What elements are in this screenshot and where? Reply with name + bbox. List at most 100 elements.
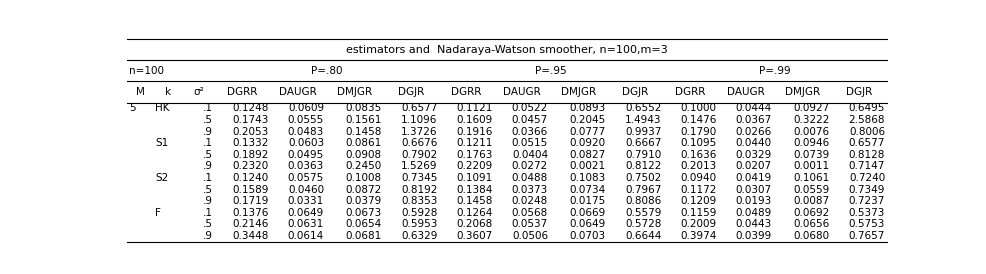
Text: .9: .9 — [202, 127, 212, 136]
Text: 5: 5 — [129, 103, 136, 113]
Text: 0.6577: 0.6577 — [848, 138, 884, 148]
Text: 0.6667: 0.6667 — [624, 138, 661, 148]
Text: 0.1376: 0.1376 — [232, 208, 268, 218]
Text: 0.7349: 0.7349 — [848, 184, 884, 195]
Text: 0.9937: 0.9937 — [624, 127, 661, 136]
Text: 0.8192: 0.8192 — [400, 184, 437, 195]
Text: 0.1763: 0.1763 — [456, 150, 492, 160]
Text: 0.1091: 0.1091 — [456, 173, 492, 183]
Text: 0.6644: 0.6644 — [624, 231, 661, 241]
Text: 0.1172: 0.1172 — [679, 184, 716, 195]
Text: 0.3607: 0.3607 — [456, 231, 492, 241]
Text: 0.0175: 0.0175 — [569, 196, 605, 206]
Text: 0.0946: 0.0946 — [793, 138, 829, 148]
Text: 0.0489: 0.0489 — [735, 208, 771, 218]
Text: 0.0649: 0.0649 — [288, 208, 323, 218]
Text: DGJR: DGJR — [621, 87, 648, 97]
Text: 0.1476: 0.1476 — [679, 115, 716, 125]
Text: 0.0893: 0.0893 — [569, 103, 605, 113]
Text: 0.1159: 0.1159 — [679, 208, 716, 218]
Text: 0.0021: 0.0021 — [569, 161, 605, 171]
Text: 1.3726: 1.3726 — [400, 127, 437, 136]
Text: 0.0692: 0.0692 — [793, 208, 829, 218]
Text: 0.0329: 0.0329 — [735, 150, 771, 160]
Text: 0.0399: 0.0399 — [735, 231, 771, 241]
Text: 0.0457: 0.0457 — [512, 115, 547, 125]
Text: 0.0777: 0.0777 — [569, 127, 605, 136]
Text: 0.6495: 0.6495 — [848, 103, 884, 113]
Text: 0.0614: 0.0614 — [288, 231, 323, 241]
Text: 0.0827: 0.0827 — [569, 150, 605, 160]
Text: n=100: n=100 — [128, 66, 164, 76]
Text: 0.0272: 0.0272 — [512, 161, 547, 171]
Text: 0.1121: 0.1121 — [456, 103, 492, 113]
Text: 0.0193: 0.0193 — [735, 196, 771, 206]
Text: 0.1000: 0.1000 — [680, 103, 716, 113]
Text: 0.0603: 0.0603 — [288, 138, 323, 148]
Text: 0.0331: 0.0331 — [288, 196, 323, 206]
Text: DAUGR: DAUGR — [279, 87, 317, 97]
Text: 0.3974: 0.3974 — [679, 231, 716, 241]
Text: 0.2045: 0.2045 — [569, 115, 605, 125]
Text: 0.0669: 0.0669 — [569, 208, 605, 218]
Text: 0.5753: 0.5753 — [848, 219, 884, 229]
Text: 0.0739: 0.0739 — [793, 150, 829, 160]
Text: 0.0495: 0.0495 — [288, 150, 323, 160]
Text: 0.0460: 0.0460 — [288, 184, 323, 195]
Text: 0.2053: 0.2053 — [233, 127, 268, 136]
Text: M: M — [135, 87, 144, 97]
Text: 0.0673: 0.0673 — [345, 208, 382, 218]
Text: 0.1332: 0.1332 — [232, 138, 268, 148]
Text: 0.0506: 0.0506 — [512, 231, 547, 241]
Text: 1.1096: 1.1096 — [400, 115, 437, 125]
Text: DAUGR: DAUGR — [503, 87, 540, 97]
Text: 0.3222: 0.3222 — [793, 115, 829, 125]
Text: DGJR: DGJR — [845, 87, 872, 97]
Text: 0.7910: 0.7910 — [624, 150, 661, 160]
Text: 0.3448: 0.3448 — [232, 231, 268, 241]
Text: 0.2450: 0.2450 — [345, 161, 382, 171]
Text: 0.6577: 0.6577 — [400, 103, 437, 113]
Text: 0.1589: 0.1589 — [232, 184, 268, 195]
Text: 0.0631: 0.0631 — [288, 219, 323, 229]
Text: 0.2009: 0.2009 — [679, 219, 716, 229]
Text: 0.7902: 0.7902 — [400, 150, 437, 160]
Text: 0.0444: 0.0444 — [735, 103, 771, 113]
Text: .5: .5 — [202, 219, 212, 229]
Text: .9: .9 — [202, 231, 212, 241]
Text: 0.0307: 0.0307 — [736, 184, 771, 195]
Text: 0.1561: 0.1561 — [345, 115, 382, 125]
Text: 2.5868: 2.5868 — [848, 115, 884, 125]
Text: 0.1209: 0.1209 — [679, 196, 716, 206]
Text: 0.0011: 0.0011 — [793, 161, 829, 171]
Text: estimators and  Nadaraya-Watson smoother, n=100,m=3: estimators and Nadaraya-Watson smoother,… — [346, 45, 668, 55]
Text: 0.5579: 0.5579 — [624, 208, 661, 218]
Text: DMJGR: DMJGR — [784, 87, 819, 97]
Text: 0.0515: 0.0515 — [512, 138, 547, 148]
Text: 0.0363: 0.0363 — [288, 161, 323, 171]
Text: 0.0927: 0.0927 — [793, 103, 829, 113]
Text: 0.0488: 0.0488 — [512, 173, 547, 183]
Text: 0.1636: 0.1636 — [679, 150, 716, 160]
Text: DMJGR: DMJGR — [560, 87, 596, 97]
Text: .9: .9 — [202, 161, 212, 171]
Text: 0.5373: 0.5373 — [848, 208, 884, 218]
Text: 0.1384: 0.1384 — [456, 184, 492, 195]
Text: 0.1458: 0.1458 — [345, 127, 382, 136]
Text: σ²: σ² — [193, 87, 204, 97]
Text: .5: .5 — [202, 184, 212, 195]
Text: 0.0575: 0.0575 — [288, 173, 323, 183]
Text: 0.0404: 0.0404 — [512, 150, 547, 160]
Text: 0.1248: 0.1248 — [232, 103, 268, 113]
Text: 0.0248: 0.0248 — [512, 196, 547, 206]
Text: 0.0440: 0.0440 — [736, 138, 771, 148]
Text: 0.7240: 0.7240 — [848, 173, 884, 183]
Text: 0.0087: 0.0087 — [793, 196, 829, 206]
Text: 0.5928: 0.5928 — [400, 208, 437, 218]
Text: 0.7345: 0.7345 — [400, 173, 437, 183]
Text: 0.0835: 0.0835 — [345, 103, 382, 113]
Text: .1: .1 — [202, 103, 212, 113]
Text: 0.0559: 0.0559 — [793, 184, 829, 195]
Text: 0.0373: 0.0373 — [512, 184, 547, 195]
Text: 0.0703: 0.0703 — [569, 231, 605, 241]
